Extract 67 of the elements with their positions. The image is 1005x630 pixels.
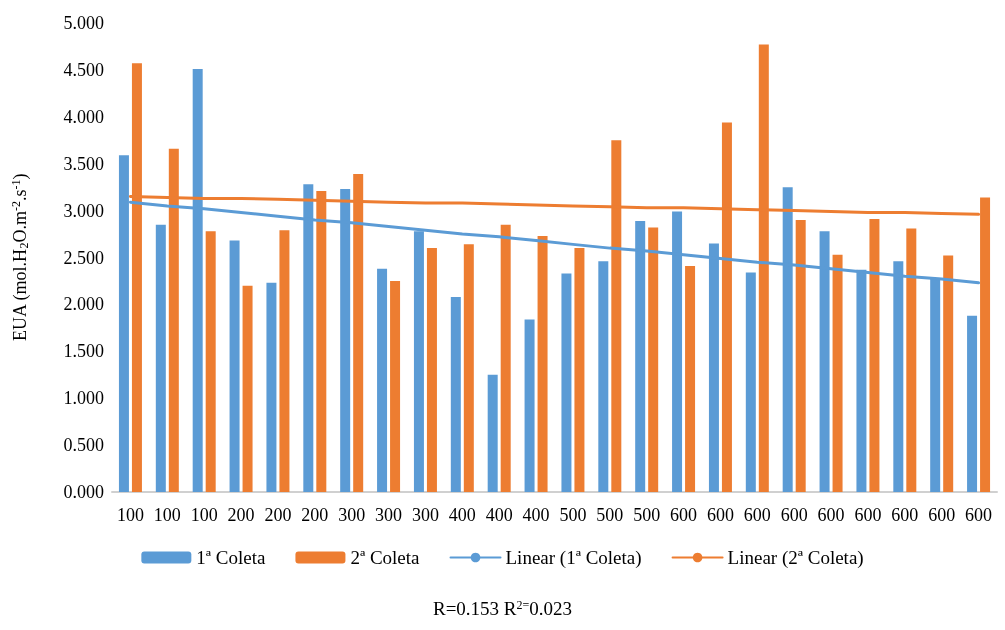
x-tick-label: 400 <box>522 505 550 525</box>
x-tick-label: 100 <box>153 505 181 525</box>
x-tick-label: 400 <box>485 505 513 525</box>
bar <box>205 231 216 492</box>
bar <box>487 374 498 492</box>
y-tick-label: 1.000 <box>63 388 104 409</box>
y-axis-title: EUA (mol.H2O.m-2.s-1) <box>9 173 31 341</box>
bar <box>266 282 277 492</box>
bar <box>795 219 806 492</box>
x-tick-label: 200 <box>301 505 329 525</box>
x-tick-label: 500 <box>633 505 661 525</box>
bar <box>155 224 166 492</box>
x-tick-label: 600 <box>854 505 882 525</box>
bar <box>229 240 240 492</box>
x-tick-label: 600 <box>965 505 993 525</box>
bar <box>832 254 843 492</box>
x-tick-label: 300 <box>338 505 366 525</box>
bar <box>574 248 585 492</box>
x-tick-label: 300 <box>411 505 439 525</box>
y-tick-label: 0.500 <box>63 435 104 456</box>
x-tick-label: 300 <box>375 505 403 525</box>
bar <box>390 280 401 492</box>
bar <box>377 268 388 492</box>
x-tick-label: 600 <box>670 505 698 525</box>
x-tick-label: 600 <box>817 505 845 525</box>
bar <box>648 227 659 492</box>
bar <box>463 244 474 492</box>
x-tick-label: 200 <box>227 505 255 525</box>
y-tick-label: 4.000 <box>63 106 104 127</box>
bar <box>524 319 535 492</box>
bar <box>906 228 917 492</box>
x-tick-label: 100 <box>190 505 218 525</box>
bar <box>943 255 954 492</box>
x-tick-label: 600 <box>928 505 956 525</box>
x-tick-label: 500 <box>559 505 587 525</box>
bar <box>967 315 978 492</box>
bar <box>426 248 437 492</box>
y-tick-label: 3.000 <box>63 200 104 221</box>
bar <box>242 285 253 492</box>
x-tick-label: 400 <box>448 505 476 525</box>
bar <box>685 265 696 492</box>
y-tick-label: 0.000 <box>63 482 104 502</box>
x-tick-label: 100 <box>116 505 144 525</box>
y-tick-label: 4.500 <box>63 59 104 80</box>
bar <box>279 230 290 492</box>
x-tick-label: 600 <box>891 505 919 525</box>
bar <box>869 219 880 492</box>
y-tick-label: 1.500 <box>63 341 104 362</box>
y-tick-label: 2.000 <box>63 294 104 315</box>
x-tick-label: 600 <box>743 505 771 525</box>
y-tick-label: 3.500 <box>63 153 104 174</box>
bar <box>598 261 609 492</box>
bar <box>537 235 548 492</box>
legend-label: 1ª Coleta <box>196 547 266 568</box>
y-tick-label: 5.000 <box>63 13 104 33</box>
x-tick-label: 600 <box>780 505 808 525</box>
bar <box>745 272 756 492</box>
y-tick-label: 2.500 <box>63 247 104 268</box>
legend-label: Linear (2ª Coleta) <box>727 547 864 569</box>
legend-label: Linear (1ª Coleta) <box>505 547 642 569</box>
x-tick-label: 200 <box>264 505 292 525</box>
legend-label: 2ª Coleta <box>350 547 421 568</box>
bar <box>500 224 511 492</box>
x-tick-label: 600 <box>706 505 734 525</box>
x-tick-label: 500 <box>596 505 624 525</box>
bar <box>450 296 461 492</box>
bar <box>561 273 572 492</box>
